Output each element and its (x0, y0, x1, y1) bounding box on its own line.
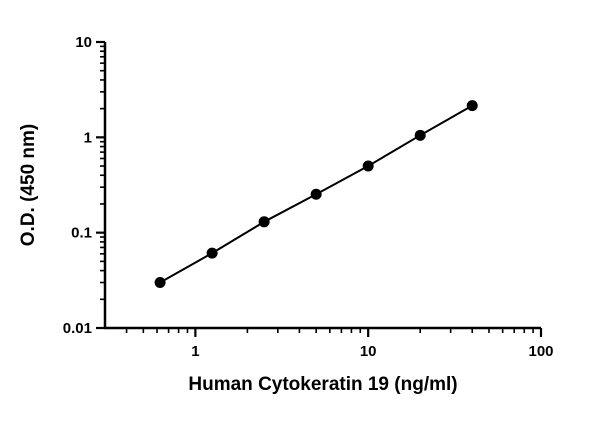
data-point (414, 129, 426, 141)
x-tick-label: 10 (360, 343, 377, 360)
y-tick-label: 1 (84, 129, 92, 146)
y-tick-label: 0.1 (71, 225, 92, 242)
x-axis-title: Human Cytokeratin 19 (ng/ml) (188, 374, 457, 395)
axes-lines (103, 42, 541, 330)
data-point (310, 188, 322, 200)
plot-area: 1 10 100 0.01 0.1 1 10 (63, 34, 554, 360)
data-point (206, 247, 218, 259)
data-point (258, 216, 270, 228)
x-tick-label: 1 (191, 343, 199, 360)
data-point (154, 277, 166, 289)
y-tick-label: 10 (75, 34, 92, 51)
data-point (362, 160, 374, 172)
x-tick-label: 100 (528, 343, 553, 360)
data-point (466, 100, 478, 112)
y-tick-label: 0.01 (63, 320, 92, 337)
y-axis-title: O.D. (450 nm) (18, 124, 39, 246)
